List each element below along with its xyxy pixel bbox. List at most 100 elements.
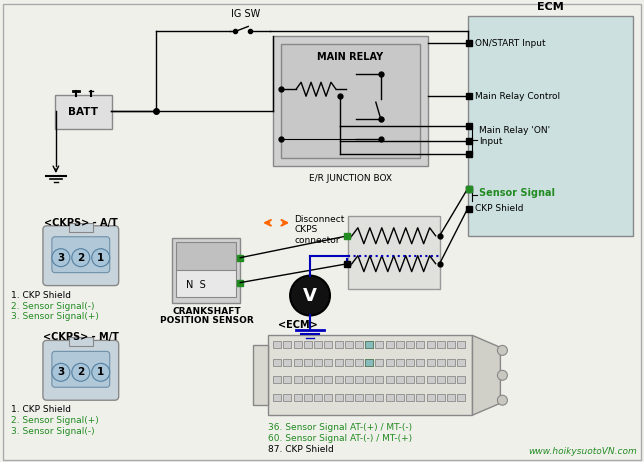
FancyBboxPatch shape [348,216,440,289]
FancyBboxPatch shape [43,340,118,400]
Text: Disconnect
CKPS
connector: Disconnect CKPS connector [294,215,345,244]
FancyBboxPatch shape [283,359,291,366]
Text: 3. Sensor Signal(+): 3. Sensor Signal(+) [11,312,99,322]
Polygon shape [473,335,500,415]
FancyBboxPatch shape [334,394,343,401]
Circle shape [91,249,109,267]
FancyBboxPatch shape [447,394,455,401]
FancyBboxPatch shape [283,394,291,401]
FancyBboxPatch shape [457,394,465,401]
FancyBboxPatch shape [55,95,111,129]
FancyBboxPatch shape [294,394,301,401]
Circle shape [52,363,70,381]
FancyBboxPatch shape [386,376,393,383]
FancyBboxPatch shape [406,394,414,401]
FancyBboxPatch shape [375,341,383,348]
FancyBboxPatch shape [69,337,93,346]
Text: 1: 1 [97,367,104,377]
FancyBboxPatch shape [355,376,363,383]
Text: www.hoikysuotoVN.com: www.hoikysuotoVN.com [528,447,637,456]
FancyBboxPatch shape [396,341,404,348]
FancyBboxPatch shape [426,376,435,383]
FancyBboxPatch shape [406,341,414,348]
FancyBboxPatch shape [314,359,322,366]
FancyBboxPatch shape [365,394,374,401]
FancyBboxPatch shape [396,359,404,366]
FancyBboxPatch shape [273,36,428,166]
FancyBboxPatch shape [304,394,312,401]
FancyBboxPatch shape [43,226,118,286]
FancyBboxPatch shape [176,270,236,298]
FancyBboxPatch shape [253,346,268,405]
FancyBboxPatch shape [334,341,343,348]
FancyBboxPatch shape [426,359,435,366]
FancyBboxPatch shape [447,376,455,383]
FancyBboxPatch shape [283,341,291,348]
FancyBboxPatch shape [396,394,404,401]
Text: Main Relay Control: Main Relay Control [475,92,561,101]
FancyBboxPatch shape [345,394,353,401]
FancyBboxPatch shape [273,341,281,348]
FancyBboxPatch shape [457,341,465,348]
FancyBboxPatch shape [365,376,374,383]
FancyBboxPatch shape [304,359,312,366]
Text: 60. Sensor Signal AT-(-) / MT-(+): 60. Sensor Signal AT-(-) / MT-(+) [268,434,412,443]
FancyBboxPatch shape [345,341,353,348]
FancyBboxPatch shape [355,359,363,366]
Text: <CKPS> - A/T: <CKPS> - A/T [44,218,118,228]
FancyBboxPatch shape [417,394,424,401]
FancyBboxPatch shape [283,376,291,383]
FancyBboxPatch shape [52,237,109,273]
FancyBboxPatch shape [437,341,445,348]
Text: Sensor Signal: Sensor Signal [480,188,556,198]
FancyBboxPatch shape [437,376,445,383]
Text: MAIN RELAY: MAIN RELAY [317,52,383,62]
Circle shape [52,249,70,267]
FancyBboxPatch shape [375,359,383,366]
FancyBboxPatch shape [3,4,641,460]
Circle shape [497,371,507,380]
FancyBboxPatch shape [457,376,465,383]
FancyBboxPatch shape [325,376,332,383]
Circle shape [72,249,90,267]
FancyBboxPatch shape [447,341,455,348]
FancyBboxPatch shape [173,238,240,303]
FancyBboxPatch shape [386,359,393,366]
Text: IG SW: IG SW [231,9,260,19]
FancyBboxPatch shape [457,359,465,366]
FancyBboxPatch shape [386,341,393,348]
Text: V: V [303,286,317,304]
Text: 3: 3 [57,367,64,377]
FancyBboxPatch shape [365,359,374,366]
FancyBboxPatch shape [268,335,473,415]
FancyBboxPatch shape [417,376,424,383]
Text: CRANKSHAFT: CRANKSHAFT [172,306,241,316]
FancyBboxPatch shape [375,376,383,383]
FancyBboxPatch shape [426,341,435,348]
Text: 3: 3 [57,253,64,263]
Circle shape [290,276,330,316]
Circle shape [497,346,507,355]
FancyBboxPatch shape [273,394,281,401]
FancyBboxPatch shape [314,376,322,383]
FancyBboxPatch shape [437,359,445,366]
FancyBboxPatch shape [304,341,312,348]
FancyBboxPatch shape [273,359,281,366]
FancyBboxPatch shape [365,341,374,348]
FancyBboxPatch shape [314,394,322,401]
Text: BATT: BATT [68,107,98,117]
FancyBboxPatch shape [325,394,332,401]
FancyBboxPatch shape [437,394,445,401]
FancyBboxPatch shape [345,359,353,366]
FancyBboxPatch shape [365,341,374,348]
Text: 1. CKP Shield: 1. CKP Shield [11,291,71,299]
FancyBboxPatch shape [334,359,343,366]
Text: CKP Shield: CKP Shield [475,204,524,213]
FancyBboxPatch shape [325,341,332,348]
Text: 3. Sensor Signal(-): 3. Sensor Signal(-) [11,427,95,436]
Text: 2: 2 [77,253,84,263]
FancyBboxPatch shape [334,376,343,383]
FancyBboxPatch shape [314,341,322,348]
Circle shape [72,363,90,381]
FancyBboxPatch shape [294,359,301,366]
